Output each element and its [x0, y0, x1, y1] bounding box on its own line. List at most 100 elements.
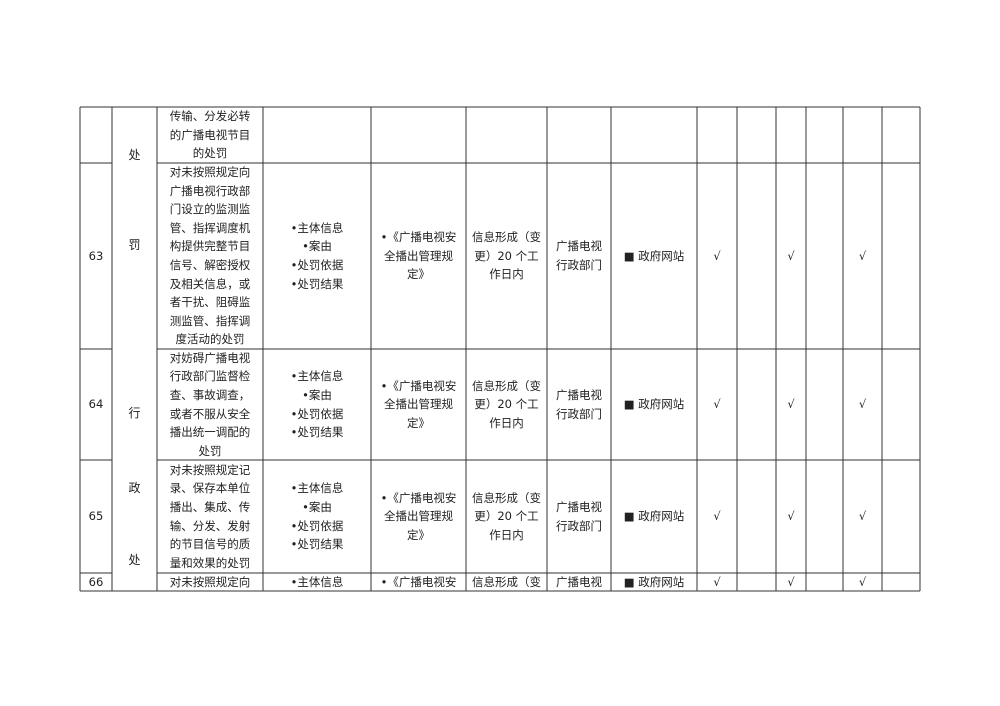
item-line: 信号、解密授权: [169, 258, 251, 272]
item-line: 的广播电视节目: [169, 127, 251, 142]
time-line: 信息形成（变: [472, 230, 541, 245]
basis-line: 定》: [407, 415, 430, 430]
basis-line: •《广播电视安: [380, 378, 457, 393]
check-mark: √: [787, 397, 795, 412]
time-cell: 信息形成（变 更）20 个工 作日内: [466, 349, 547, 460]
item-line: 录、保存本单位: [169, 481, 251, 496]
basis-line: 定》: [407, 527, 430, 542]
mark-cell: √: [697, 460, 737, 573]
item-line: 处罚: [198, 443, 222, 458]
check-mark: √: [858, 397, 867, 412]
check-mark: √: [713, 509, 721, 524]
row-number-text: 66: [88, 574, 104, 589]
time-line: 作日内: [489, 415, 524, 430]
mark-cell: √: [776, 163, 806, 349]
category-char: 政: [128, 481, 141, 495]
category-char: 罚: [128, 238, 141, 252]
department-line: 广播电视: [556, 499, 602, 514]
check-mark: √: [713, 397, 721, 412]
mark-cell: √: [697, 349, 737, 460]
mark-cell: √: [843, 349, 882, 460]
item-line: 对未按照规定向: [169, 574, 251, 589]
check-mark: √: [787, 509, 795, 524]
time-line: 信息形成（变: [472, 378, 541, 393]
content-line: •处罚依据: [290, 406, 344, 421]
basis-line: •《广播电视安: [380, 230, 457, 245]
check-mark: √: [858, 248, 867, 263]
content-line: •案由: [302, 387, 332, 402]
mark-cell: √: [776, 349, 806, 460]
basis-line: 全播出管理规: [384, 509, 453, 524]
content-line: •处罚结果: [290, 425, 344, 440]
item-line: 者干扰、阻碍监: [169, 295, 251, 310]
basis-line: •《广播电视安: [380, 574, 457, 589]
item-line: 查、事故调查，: [169, 387, 251, 402]
item-line: 测监管、指挥调: [169, 313, 251, 328]
row-number: 65: [80, 460, 112, 573]
mark-cell: √: [843, 163, 882, 349]
basis-line: 定》: [407, 267, 430, 282]
basis-cell: •《广播电视安: [371, 573, 466, 591]
time-cell: 信息形成（变: [466, 573, 547, 591]
content-line: •处罚依据: [290, 258, 344, 272]
time-line: 更）20 个工: [474, 509, 539, 524]
time-line: 作日内: [489, 527, 524, 542]
check-mark: √: [787, 248, 795, 263]
category-char: 行: [128, 406, 141, 420]
item-line: 量和效果的处罚: [169, 555, 251, 570]
item-line: 传输、分发必转: [169, 109, 251, 124]
item-line: 输、分发、发射: [169, 518, 251, 533]
category-char: 处: [128, 148, 141, 162]
department-line: 行政部门: [556, 518, 602, 533]
item-line: 对妨碍广播电视: [169, 350, 251, 365]
basis-line: 全播出管理规: [384, 397, 453, 412]
content-cell: •主体信息 •案由 •处罚依据 •处罚结果: [263, 349, 371, 460]
content-line: •主体信息: [290, 574, 344, 589]
time-line: 信息形成（变: [472, 490, 541, 505]
basis-cell: •《广播电视安 全播出管理规 定》: [371, 163, 466, 349]
channel-text: ■ 政府网站: [623, 248, 685, 263]
content-line: •案由: [302, 239, 332, 254]
time-cell: 信息形成（变 更）20 个工 作日内: [466, 460, 547, 573]
channel-text: ■ 政府网站: [623, 509, 685, 524]
mark-cell: √: [776, 460, 806, 573]
content-cell: •主体信息 •案由 •处罚依据 •处罚结果: [263, 460, 371, 573]
row-number-text: 64: [88, 397, 104, 412]
item-line: 对未按照规定记: [169, 462, 251, 477]
time-line: 作日内: [489, 267, 524, 282]
channel-cell: ■ 政府网站: [611, 349, 697, 460]
row-number-text: 63: [88, 248, 104, 263]
department-line: 广播电视: [556, 387, 602, 402]
row-number-text: 65: [88, 509, 104, 524]
check-mark: √: [858, 509, 867, 524]
department-cell: 广播电视 行政部门: [547, 163, 611, 349]
content-line: •主体信息: [290, 220, 344, 235]
item-cell: 对未按照规定向: [157, 573, 263, 591]
item-cell: 对妨碍广播电视 行政部门监督检 查、事故调查， 或者不服从安全 播出统一调配的 处罚: [157, 349, 263, 460]
row-number: 63: [80, 163, 112, 349]
department-line: 广播电视: [556, 574, 602, 589]
basis-cell: •《广播电视安 全播出管理规 定》: [371, 349, 466, 460]
channel-cell: ■ 政府网站: [611, 573, 697, 591]
mark-cell: √: [843, 573, 882, 591]
channel-cell: ■ 政府网站: [611, 163, 697, 349]
department-line: 行政部门: [556, 258, 602, 272]
check-mark: √: [713, 574, 721, 589]
item-line: 的处罚: [192, 146, 228, 161]
mark-cell: √: [843, 460, 882, 573]
item-line: 播出、集成、传: [169, 499, 251, 514]
time-line: 更）20 个工: [474, 397, 539, 412]
channel-cell: ■ 政府网站: [611, 460, 697, 573]
basis-line: 全播出管理规: [384, 248, 453, 263]
content-line: •主体信息: [290, 481, 344, 496]
item-line: 对未按照规定向: [169, 165, 251, 180]
check-mark: √: [787, 574, 795, 589]
time-line: 更）20 个工: [474, 248, 539, 263]
item-cell: 对未按照规定向 广播电视行政部 门设立的监测监 管、指挥调度机 构提供完整节目 信号、解密…: [157, 163, 263, 349]
department-line: 广播电视: [556, 239, 602, 254]
department-cell: 广播电视: [547, 573, 611, 591]
item-cell: 对未按照规定记 录、保存本单位 播出、集成、传 输、分发、发射 的节目信号的质 量和效果的…: [157, 460, 263, 573]
category-char: 处: [128, 553, 141, 567]
content-cell: •主体信息 •案由 •处罚依据 •处罚结果: [263, 163, 371, 349]
